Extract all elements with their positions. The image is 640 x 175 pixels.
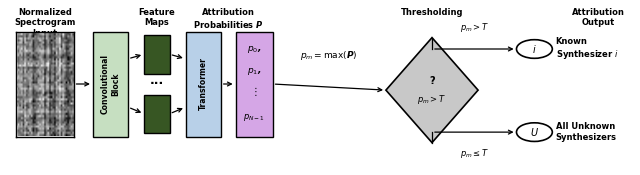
Text: Known
Synthesizer $i$: Known Synthesizer $i$	[556, 37, 618, 61]
Text: Feature
Maps: Feature Maps	[138, 8, 175, 27]
FancyBboxPatch shape	[236, 32, 273, 136]
Text: $p_{N-1}$: $p_{N-1}$	[243, 112, 265, 123]
Text: Attribution
Output: Attribution Output	[572, 8, 625, 27]
FancyBboxPatch shape	[93, 32, 128, 136]
Text: $p_m \leq T$: $p_m \leq T$	[460, 147, 489, 160]
Ellipse shape	[516, 40, 552, 58]
Text: $p_m > T$: $p_m > T$	[460, 22, 489, 34]
Text: All Unknown
Synthesizers: All Unknown Synthesizers	[556, 122, 616, 142]
Text: ?: ?	[429, 75, 435, 86]
Text: ···: ···	[150, 78, 164, 90]
FancyBboxPatch shape	[186, 32, 221, 136]
Text: Transformer: Transformer	[198, 58, 208, 110]
Ellipse shape	[516, 123, 552, 141]
Text: $U$: $U$	[530, 126, 539, 138]
FancyBboxPatch shape	[144, 35, 170, 74]
Text: $i$: $i$	[532, 43, 537, 55]
Text: $p_m = \mathrm{max}(\boldsymbol{P})$: $p_m = \mathrm{max}(\boldsymbol{P})$	[300, 49, 358, 62]
Text: $p_1$,: $p_1$,	[247, 66, 261, 77]
Text: $p_m > T$: $p_m > T$	[417, 93, 447, 106]
Text: $p_0$,: $p_0$,	[247, 44, 261, 55]
Text: $\vdots$: $\vdots$	[250, 85, 258, 98]
Text: Convolutional
Block: Convolutional Block	[100, 54, 120, 114]
Polygon shape	[386, 38, 478, 143]
FancyBboxPatch shape	[144, 94, 170, 133]
Text: Normalized
Spectrogram
Input: Normalized Spectrogram Input	[14, 8, 76, 38]
Text: Thresholding: Thresholding	[401, 8, 463, 17]
Text: Attribution
Probabilities $\boldsymbol{P}$: Attribution Probabilities $\boldsymbol{P…	[193, 8, 264, 30]
